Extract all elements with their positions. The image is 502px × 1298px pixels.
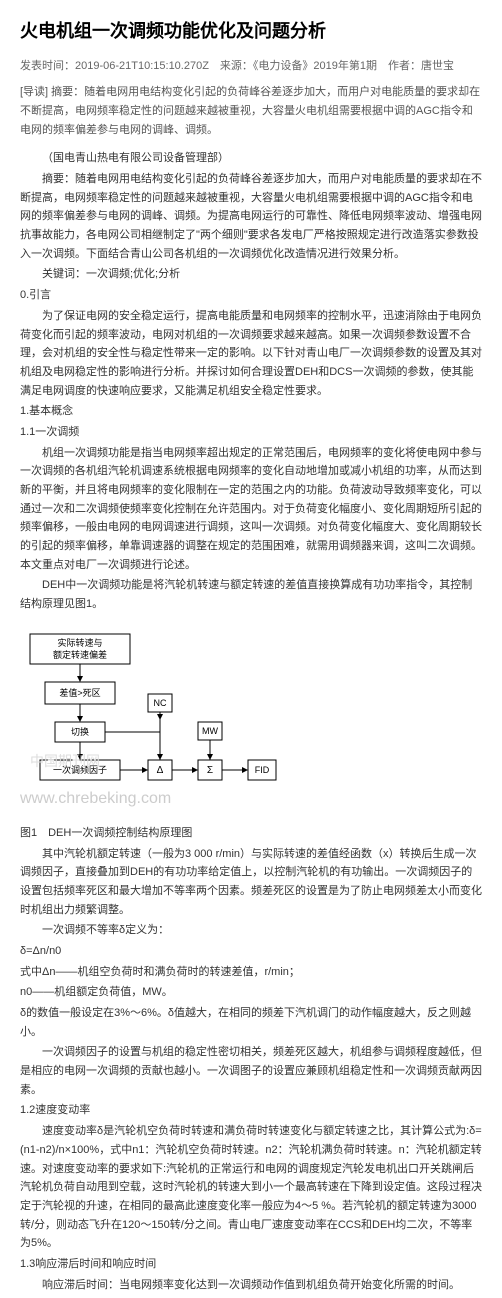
para-1: 摘要：随着电网用电结构变化引起的负荷峰谷差逐步加大，而用户对电能质量的要求却在不… (20, 170, 482, 263)
keywords: 关键词：一次调频;优化;分析 (20, 265, 482, 284)
label-freq-diff-1: 实际转速与 (57, 637, 102, 648)
eq-2: 式中Δn——机组空负荷时和满负荷时的转速差值，r/min； (20, 963, 482, 982)
label-fid: FID (255, 765, 270, 775)
label-nc: NC (154, 698, 167, 708)
para-1-1: 机组一次调频功能是指当电网频率超出规定的正常范围后，电网频率的变化将使电网中参与… (20, 444, 482, 575)
para-1-2: 速度变动率δ是汽轮机空负荷时转速和满负荷时转速变化与额定转速之比，其计算公式为:… (20, 1122, 482, 1253)
label-mw: MW (202, 726, 218, 736)
abstract: [导读] 摘要：随着电网用电结构变化引起的负荷峰谷差逐步加大，而用户对电能质量的… (20, 83, 482, 139)
label-sigma: Σ (207, 765, 213, 776)
heading-1-3: 1.3响应滞后时间和响应时间 (20, 1255, 482, 1274)
label-diff-dead: 差值>死区 (59, 687, 100, 698)
para-delta: δ的数值一般设定在3%～6%。δ值越大，在相同的频差下汽机调门的动作幅度越大，反… (20, 1004, 482, 1041)
control-diagram: 实际转速与 额定转速偏差 差值>死区 切换 一次调频因子 Δ (20, 624, 280, 814)
para-factor: 一次调频因子的设置与机组的稳定性密切相关，频差死区越大，机组参与调频程度越低，但… (20, 1043, 482, 1099)
article-body: （国电青山热电有限公司设备管理部） 摘要：随着电网用电结构变化引起的负荷峰谷差逐… (20, 149, 482, 1298)
label-freq-diff-2: 额定转速偏差 (53, 649, 107, 660)
diagram-block: 实际转速与 额定转速偏差 差值>死区 切换 一次调频因子 Δ (20, 624, 482, 814)
eq-1: δ=Δn/n0 (20, 942, 482, 961)
label-delta: Δ (157, 765, 164, 776)
figure-caption: 图1 DEH一次调频控制结构原理图 (20, 824, 482, 843)
para-1-1b: DEH中一次调频功能是将汽轮机转速与额定转速的差值直接换算成有功功率指令，其控制… (20, 576, 482, 613)
page-title: 火电机组一次调频功能优化及问题分析 (20, 16, 482, 47)
heading-1-2b: 1.2速度变动率 (20, 1101, 482, 1120)
heading-1: 1.基本概念 (20, 402, 482, 421)
heading-intro: 0.引言 (20, 286, 482, 305)
org-line: （国电青山热电有限公司设备管理部） (20, 149, 482, 168)
para-intro: 为了保证电网的安全稳定运行，提高电能质量和电网频率的控制水平，迅速消除由于电网负… (20, 307, 482, 400)
heading-1-1: 1.1一次调频 (20, 423, 482, 442)
watermark-cn: 中国期刊网 (30, 750, 100, 774)
meta-line: 发表时间：2019-06-21T10:15:10.270Z 来源：《电力设备》2… (20, 57, 482, 76)
para-after-fig: 其中汽轮机额定转速（一般为3 000 r/min）与实际转速的差值经函数（x）转… (20, 845, 482, 920)
heading-1-2: 一次调频不等率δ定义为： (20, 921, 482, 940)
para-1-3a: 响应滞后时间：当电网频率变化达到一次调频动作值到机组负荷开始变化所需的时间。 (20, 1276, 482, 1295)
eq-3: n0——机组额定负荷值，MW。 (20, 983, 482, 1002)
para-1-3b: 稳定时间：机组从参与一次调频开始过程中，在电网频率稳定后，机组负荷稳定所需要的时… (20, 1296, 482, 1298)
label-switch: 切换 (71, 726, 89, 737)
